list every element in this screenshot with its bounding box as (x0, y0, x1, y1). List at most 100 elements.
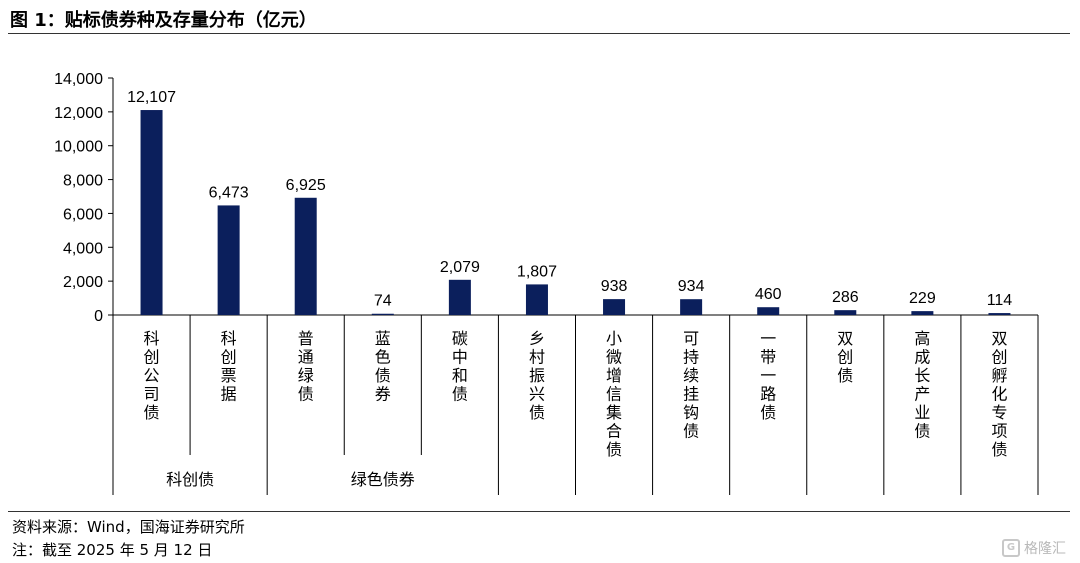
x-category-label: 信 (606, 385, 622, 404)
x-category-label: 一 (760, 366, 776, 385)
x-category-label: 债 (144, 403, 160, 422)
x-category-label: 科 (144, 329, 160, 348)
x-category-label: 债 (452, 385, 468, 404)
data-label: 114 (987, 292, 1013, 309)
x-category-label: 碳 (452, 329, 468, 348)
x-category-label: 债 (606, 440, 622, 459)
bar (603, 299, 626, 315)
x-category-label: 集 (606, 403, 622, 422)
x-category-label: 成 (914, 348, 930, 367)
x-category-label: 双 (837, 329, 853, 348)
y-tick-label: 8,000 (63, 173, 103, 190)
x-category-label: 一 (760, 329, 776, 348)
y-tick-label: 6,000 (63, 206, 103, 223)
group-label: 科创债 (166, 470, 214, 489)
x-category-label: 带 (760, 348, 776, 367)
data-label: 12,107 (127, 89, 176, 106)
x-category-label: 业 (914, 403, 930, 422)
bar (525, 284, 548, 315)
bar (680, 299, 703, 315)
data-label: 1,807 (517, 263, 557, 280)
x-category-label: 可 (683, 329, 699, 348)
x-category-label: 产 (914, 385, 930, 404)
x-category-label: 通 (298, 348, 314, 367)
x-category-label: 券 (375, 385, 391, 404)
bar-chart: 0 2,000 4,000 6,000 8,000 10,000 12,000 14,000 1… (54, 71, 1039, 495)
x-category-label: 创 (837, 348, 853, 367)
y-tick-label: 0 (94, 308, 103, 325)
x-category-label: 兴 (529, 385, 545, 404)
x-category-label: 票 (221, 366, 237, 385)
bar (217, 205, 240, 315)
x-category-label: 债 (760, 403, 776, 422)
x-category-label: 高 (914, 329, 930, 348)
x-category-label: 中 (452, 348, 468, 367)
x-category-label: 创 (991, 348, 1007, 367)
x-category-label: 振 (529, 366, 545, 385)
watermark: G 格隆汇 (1002, 538, 1066, 558)
data-label: 286 (832, 289, 859, 306)
x-category-label: 债 (298, 385, 314, 404)
x-category-label: 债 (375, 366, 391, 385)
x-category-label: 持 (683, 348, 699, 367)
bar (140, 110, 163, 316)
x-category-label: 增 (606, 366, 622, 385)
x-category-label: 续 (683, 366, 699, 385)
watermark-text: 格隆汇 (1024, 541, 1066, 557)
bar (988, 313, 1011, 315)
x-category-label: 司 (144, 385, 160, 404)
x-category-label: 和 (452, 366, 468, 385)
x-category-label: 孵 (991, 366, 1007, 385)
x-category-label: 据 (221, 385, 237, 404)
bar (834, 310, 857, 315)
x-category-label: 债 (914, 422, 930, 441)
x-category-label: 长 (914, 366, 930, 385)
data-label: 460 (755, 286, 782, 303)
bar (371, 313, 394, 315)
x-category-label: 钩 (683, 403, 699, 422)
x-category-label: 公 (144, 366, 160, 385)
x-category-label: 微 (606, 348, 622, 367)
y-tick-label: 10,000 (54, 139, 103, 156)
date-note: 注：截至 2025 年 5 月 12 日 (12, 541, 213, 559)
x-category-label: 债 (529, 403, 545, 422)
y-tick-label: 14,000 (54, 71, 103, 88)
y-tick-label: 4,000 (63, 240, 103, 257)
x-category-label: 化 (991, 385, 1007, 404)
x-category-label: 合 (606, 422, 622, 441)
data-label: 6,473 (209, 184, 249, 201)
data-label: 74 (374, 293, 392, 310)
data-label: 934 (678, 278, 705, 295)
bar (448, 279, 471, 315)
x-category-label: 债 (683, 422, 699, 441)
x-category-label: 乡 (529, 329, 545, 348)
data-label: 2,079 (440, 259, 480, 276)
x-category-label: 挂 (683, 385, 699, 404)
x-category-label: 小 (606, 329, 622, 348)
x-category-label: 普 (298, 329, 314, 348)
title-divider (8, 33, 1070, 34)
x-category-label: 创 (144, 348, 160, 367)
bar (757, 307, 780, 315)
x-category-label: 绿 (298, 366, 314, 385)
x-category-label: 村 (529, 348, 545, 367)
x-category-label: 科 (221, 329, 237, 348)
x-category-label: 路 (760, 385, 776, 404)
chart-title: 图 1：贴标债券种及存量分布（亿元） (10, 10, 317, 31)
bar (911, 311, 934, 315)
footer-divider (8, 511, 1070, 512)
data-label: 938 (601, 278, 628, 295)
x-category-label: 债 (991, 440, 1007, 459)
x-category-label: 专 (991, 403, 1007, 422)
glh-logo-icon: G (1002, 539, 1020, 557)
data-label: 6,925 (286, 177, 326, 194)
x-category-label: 双 (991, 329, 1007, 348)
x-category-label: 色 (375, 348, 391, 367)
source-note: 资料来源：Wind，国海证券研究所 (12, 518, 245, 536)
bar (294, 197, 317, 315)
x-category-label: 债 (837, 366, 853, 385)
x-category-label: 蓝 (375, 329, 391, 348)
x-category-label: 创 (221, 348, 237, 367)
x-category-label: 项 (991, 422, 1007, 441)
group-label: 绿色债券 (351, 470, 415, 489)
